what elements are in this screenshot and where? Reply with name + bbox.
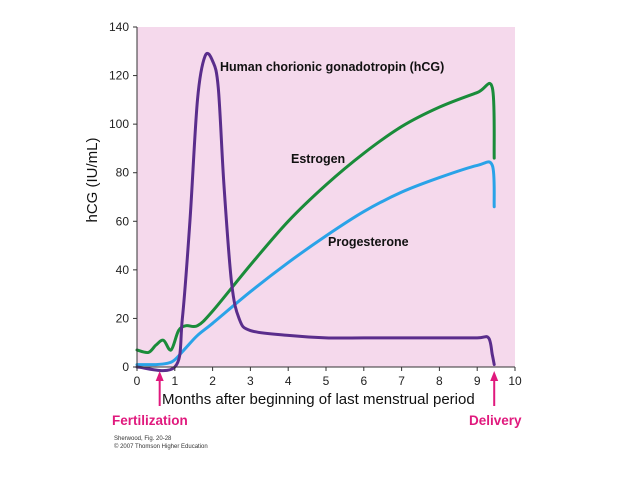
x-tick-label: 8: [436, 374, 443, 388]
delivery-arrowhead: [490, 371, 499, 381]
x-axis-title: Months after beginning of last menstrual…: [162, 391, 475, 408]
x-tick-label: 9: [474, 374, 481, 388]
x-tick-label: 10: [508, 374, 522, 388]
x-tick-label: 0: [134, 374, 141, 388]
y-axis-title: hCG (IU/mL): [84, 137, 101, 222]
y-tick-label: 60: [116, 214, 130, 228]
marker-group: [155, 371, 499, 406]
series-layer: [135, 51, 496, 373]
y-tick-label: 20: [116, 311, 130, 325]
x-tick-label: 3: [247, 374, 254, 388]
fertilization-arrowhead: [155, 371, 164, 381]
estrogen-series-label: Estrogen: [291, 152, 345, 166]
progesterone-series-label: Progesterone: [328, 235, 409, 249]
fertilization-label: Fertilization: [112, 413, 188, 428]
hcg-series-label: Human chorionic gonadotropin (hCG): [220, 60, 444, 74]
y-tick-group: 0 20 40 60 80 100 120 140: [109, 20, 137, 374]
progesterone-series-line: [135, 160, 496, 367]
y-tick-label: 140: [109, 20, 129, 34]
y-tick-label: 100: [109, 117, 129, 131]
y-tick-label: 0: [122, 360, 129, 374]
x-tick-label: 2: [209, 374, 216, 388]
x-tick-label: 1: [171, 374, 178, 388]
x-tick-label: 6: [360, 374, 367, 388]
y-tick-label: 80: [116, 166, 130, 180]
x-tick-label: 7: [398, 374, 405, 388]
x-tick-group: 0 1 2 3 4 5 6 7 8 9 10: [134, 367, 522, 388]
x-tick-label: 5: [323, 374, 330, 388]
x-tick-label: 4: [285, 374, 292, 388]
plot-background: [137, 27, 515, 367]
y-tick-label: 40: [116, 263, 130, 277]
hcg-series-line: [135, 51, 496, 373]
delivery-label: Delivery: [469, 413, 522, 428]
y-tick-label: 120: [109, 69, 129, 83]
credit-line-1: Sherwood, Fig. 20-28: [114, 436, 172, 442]
credit-line-2: © 2007 Thomson Higher Education: [114, 443, 208, 450]
